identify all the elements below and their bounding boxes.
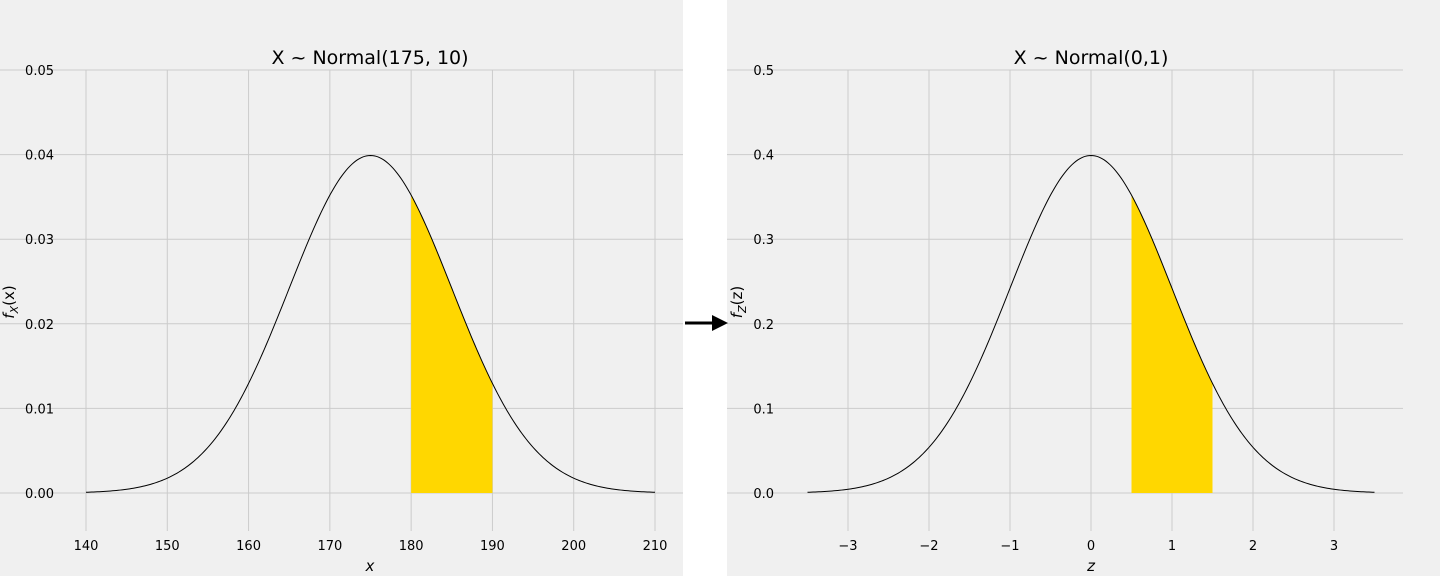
y-axis-label: fZ(z) — [728, 286, 749, 318]
x-tick-label: −3 — [838, 539, 857, 554]
x-tick-label: −2 — [919, 539, 938, 554]
x-tick-label: 150 — [155, 539, 180, 554]
y-tick-label: 0.04 — [25, 149, 54, 164]
y-axis-label: fX(x) — [0, 285, 21, 318]
y-tick-label: 0.01 — [25, 402, 54, 417]
y-tick-label: 0.3 — [753, 233, 774, 248]
y-tick-label: 0.4 — [753, 149, 774, 164]
x-tick-label: 180 — [399, 539, 424, 554]
x-tick-label: 160 — [236, 539, 261, 554]
chart-title: X ~ Normal(0,1) — [1014, 47, 1169, 69]
y-tick-label: 0.03 — [25, 233, 54, 248]
x-tick-label: 190 — [480, 539, 505, 554]
chart-right-standard-normal: −3 −2 −1 0 1 2 3 0.0 0.1 0.2 0.3 0.4 0.5 X ~ Normal(0… — [727, 0, 1440, 576]
y-tick-label: 0.5 — [753, 64, 774, 79]
plot-background — [727, 0, 1440, 576]
y-tick-label: 0.05 — [25, 64, 54, 79]
x-tick-label: 140 — [74, 539, 99, 554]
x-tick-label: −1 — [1000, 539, 1019, 554]
y-tick-label: 0.1 — [753, 402, 774, 417]
x-axis-label: x — [365, 557, 375, 575]
right-arrow-icon — [685, 315, 728, 331]
density-curve — [85, 154, 656, 493]
x-tick-label: 200 — [561, 539, 586, 554]
x-tick-label: 2 — [1249, 539, 1257, 554]
x-axis-label: z — [1086, 557, 1096, 575]
x-tick-label: 0 — [1087, 539, 1095, 554]
x-tick-label: 210 — [643, 539, 668, 554]
chart-left-normal-175-10: 140 150 160 170 180 190 200 210 0.00 0.01 0.02 0.03… — [0, 0, 683, 576]
y-tick-label: 0.02 — [25, 318, 54, 333]
shaded-probability-area — [1131, 195, 1213, 493]
chart-title: X ~ Normal(175, 10) — [271, 47, 468, 69]
x-tick-label: 3 — [1330, 539, 1338, 554]
density-curve — [807, 154, 1375, 493]
y-tick-label: 0.00 — [25, 487, 54, 502]
y-tick-label: 0.2 — [753, 318, 774, 333]
plot-background — [0, 0, 683, 576]
y-tick-label: 0.0 — [753, 487, 774, 502]
x-tick-label: 1 — [1168, 539, 1176, 554]
shaded-probability-area — [411, 195, 493, 493]
x-tick-label: 170 — [317, 539, 342, 554]
